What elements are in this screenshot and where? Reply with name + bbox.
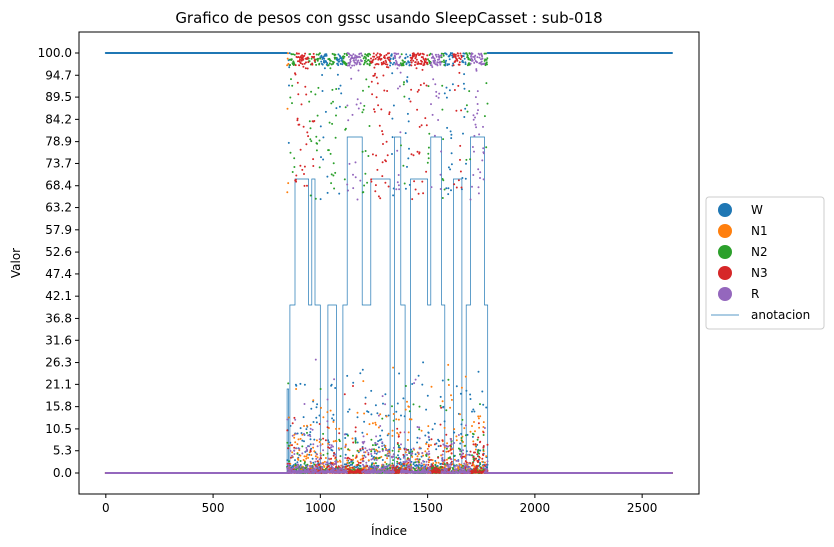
legend-label-n1: N1: [751, 224, 768, 238]
legend-marker-w: [718, 203, 732, 217]
series-r: [104, 52, 674, 475]
y-tick-label: 36.8: [45, 311, 72, 325]
x-tick-label: 500: [202, 501, 225, 515]
x-tick-label: 2500: [627, 501, 658, 515]
legend-label-n3: N3: [751, 266, 768, 280]
y-tick-label: 0.0: [53, 466, 72, 480]
legend-marker-n3: [718, 266, 732, 280]
y-tick-label: 26.3: [45, 356, 72, 370]
chart-title: Grafico de pesos con gssc usando SleepCa…: [175, 9, 602, 27]
y-tick-label: 89.5: [45, 90, 72, 104]
x-axis: 0 500 1000 1500 2000 2500: [102, 494, 657, 515]
y-tick-label: 5.3: [53, 444, 72, 458]
x-tick-label: 1000: [305, 501, 336, 515]
points-layer: [104, 52, 674, 475]
y-tick-label: 73.7: [45, 156, 72, 170]
legend-marker-r: [718, 287, 732, 301]
y-tick-label: 52.6: [45, 245, 72, 259]
series-n3: [104, 52, 674, 475]
y-tick-label: 63.2: [45, 201, 72, 215]
x-tick-label: 1500: [412, 501, 443, 515]
series-n3-points: [104, 52, 674, 475]
y-tick-label: 68.4: [45, 179, 72, 193]
y-tick-label: 21.1: [45, 377, 72, 391]
series-w: [104, 52, 674, 474]
x-tick-label: 0: [102, 501, 110, 515]
y-tick-label: 10.5: [45, 422, 72, 436]
series-n2-points: [104, 52, 674, 475]
y-tick-label: 84.2: [45, 112, 72, 126]
series-r-points: [104, 52, 674, 475]
x-tick-label: 2000: [520, 501, 551, 515]
y-tick-label: 42.1: [45, 289, 72, 303]
y-tick-label: 31.6: [45, 333, 72, 347]
series-n2: [104, 52, 674, 475]
y-tick-label: 94.7: [45, 68, 72, 82]
legend-label-w: W: [751, 203, 763, 217]
legend-marker-n1: [718, 224, 732, 238]
y-axis: 0.0 5.3 10.5 15.8 21.1 26.3 31.6 36.8 42.1 47.4 52…: [38, 46, 79, 480]
y-tick-label: 47.4: [45, 267, 72, 281]
legend-label-r: R: [751, 287, 759, 301]
legend-marker-n2: [718, 245, 732, 259]
plot-area: [78, 31, 700, 495]
annotation-layer: [105, 136, 673, 474]
legend-label-n2: N2: [751, 245, 768, 259]
series-n1-points: [104, 52, 674, 475]
x-axis-label: Índice: [371, 523, 407, 538]
series-w-points: [104, 52, 674, 474]
y-tick-label: 78.9: [45, 135, 72, 149]
plot-frame: [78, 31, 700, 495]
annotation-line: [105, 136, 673, 474]
legend-frame: [705, 196, 825, 330]
y-tick-label: 15.8: [45, 400, 72, 414]
y-tick-label: 100.0: [38, 46, 72, 60]
y-axis-label: Valor: [9, 248, 23, 278]
series-n1: [104, 52, 674, 475]
y-tick-label: 57.9: [45, 223, 72, 237]
legend-label-anotacion: anotacion: [751, 308, 810, 322]
